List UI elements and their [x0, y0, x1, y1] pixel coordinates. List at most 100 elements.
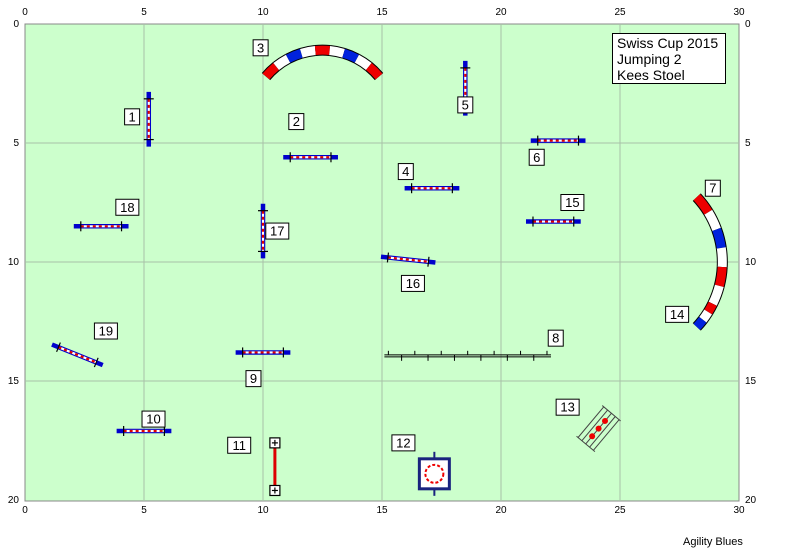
y-tick-label-right: 0 [745, 19, 751, 30]
tire-marker [595, 425, 602, 432]
obstacle-number-box [400, 274, 425, 292]
obstacle-number: 5 [462, 97, 469, 112]
jump-19 [51, 342, 104, 368]
tunnel-segment [342, 48, 359, 63]
tunnel-segment [693, 316, 707, 330]
obstacle-number-box [547, 329, 564, 347]
y-tick-label-left: 15 [8, 376, 20, 387]
tire-frame [589, 416, 616, 448]
obstacle-number: 4 [402, 164, 409, 179]
tunnel-segment [300, 46, 316, 58]
jump-stand [427, 256, 430, 267]
judge-name: Kees Stoel [617, 67, 685, 83]
obstacle-number: 2 [293, 114, 300, 129]
tire-marker [602, 417, 609, 424]
tunnel-segment [704, 301, 717, 315]
obstacle-number: 6 [533, 150, 540, 165]
jump-16 [380, 252, 436, 267]
tunnel-segment [329, 46, 345, 58]
x-tick-label-bottom: 30 [733, 505, 745, 516]
jump-stand [93, 357, 99, 368]
y-tick-label-right: 15 [745, 376, 757, 387]
x-tick-label-top: 30 [733, 7, 745, 18]
obstacle-number-box [528, 148, 545, 166]
table-ring [424, 463, 445, 484]
x-tick-label-bottom: 15 [376, 505, 388, 516]
tire-frame [577, 406, 605, 438]
y-tick-label-right: 20 [745, 495, 757, 506]
x-tick-label-bottom: 5 [141, 505, 147, 516]
tire-13 [576, 405, 621, 453]
y-tick-label-left: 10 [8, 257, 20, 268]
tire-frame [576, 435, 596, 453]
x-tick-label-bottom: 20 [495, 505, 507, 516]
tunnel-3 [261, 44, 384, 81]
y-tick-label-left: 5 [13, 138, 19, 149]
obstacle-number-box [457, 96, 474, 114]
obstacle-number-box [555, 398, 580, 416]
tunnel-segment [699, 309, 712, 323]
course-class: Jumping 2 [617, 51, 682, 67]
y-tick-label-right: 5 [745, 138, 751, 149]
obstacle-number-box [288, 113, 305, 131]
obstacle-number: 19 [99, 324, 113, 339]
obstacle-number-box [391, 434, 416, 452]
obstacle-number: 13 [560, 400, 574, 415]
obstacle-number: 18 [120, 200, 134, 215]
jump-18 [73, 221, 129, 232]
x-axis-ticks-top: 0 5 10 15 20 25 30 [22, 7, 745, 18]
obstacle-number: 15 [565, 195, 579, 210]
jump-4 [404, 183, 460, 194]
tire-frame [593, 419, 620, 451]
obstacle-number: 9 [250, 371, 257, 386]
obstacle-number: 7 [709, 181, 716, 196]
tunnel-segment [365, 63, 383, 80]
obstacle-number: 17 [270, 224, 284, 239]
obstacle-number: 14 [670, 307, 684, 322]
jump-pole-stripes [387, 256, 429, 263]
x-tick-label-bottom: 0 [22, 505, 28, 516]
y-axis-ticks-right: 0 5 10 15 20 [745, 19, 757, 506]
tire-frame [581, 409, 608, 442]
obstacle-number: 16 [406, 276, 420, 291]
y-axis-ticks-left: 0 5 10 15 20 [8, 19, 20, 506]
obstacle-number-box [124, 108, 141, 126]
tunnel-segment [704, 209, 721, 232]
tunnel-segment [354, 54, 372, 71]
table-12 [417, 451, 451, 496]
jump-6 [530, 135, 586, 146]
x-tick-label-top: 10 [257, 7, 269, 18]
obstacle-number: 3 [257, 40, 264, 55]
obstacle-number-box [115, 198, 140, 216]
tunnel-14 [692, 301, 718, 331]
y-tick-label-left: 20 [8, 495, 20, 506]
course-title-box: Swiss Cup 2015 Jumping 2 Kees Stoel [612, 33, 726, 84]
obstacles-layer [51, 44, 728, 497]
tunnel-segment [708, 284, 724, 306]
jump-17 [258, 203, 268, 259]
obstacle-number-box [665, 305, 690, 323]
x-tick-label-top: 15 [376, 7, 388, 18]
tire-frame [601, 405, 621, 422]
jump-stand [56, 342, 61, 353]
jump-pole-stripes [58, 346, 97, 364]
obstacle-number-box [141, 410, 166, 428]
credit-text: Agility Blues [683, 536, 743, 548]
obstacle-number: 10 [146, 412, 160, 427]
jump-stand [386, 252, 390, 263]
x-tick-label-top: 0 [22, 7, 28, 18]
obstacle-number-box [704, 179, 721, 197]
event-name: Swiss Cup 2015 [617, 35, 719, 51]
x-tick-label-bottom: 10 [257, 505, 269, 516]
x-tick-label-top: 25 [614, 7, 626, 18]
x-tick-label-bottom: 25 [614, 505, 626, 516]
obstacle-number-box [265, 222, 290, 240]
obstacle-number: 8 [552, 331, 559, 346]
tunnel-segment [716, 247, 727, 268]
obstacle-number: 1 [128, 109, 135, 124]
tunnel-segment [712, 227, 726, 249]
y-tick-label-left: 0 [13, 19, 19, 30]
tunnel-segment [714, 266, 727, 287]
